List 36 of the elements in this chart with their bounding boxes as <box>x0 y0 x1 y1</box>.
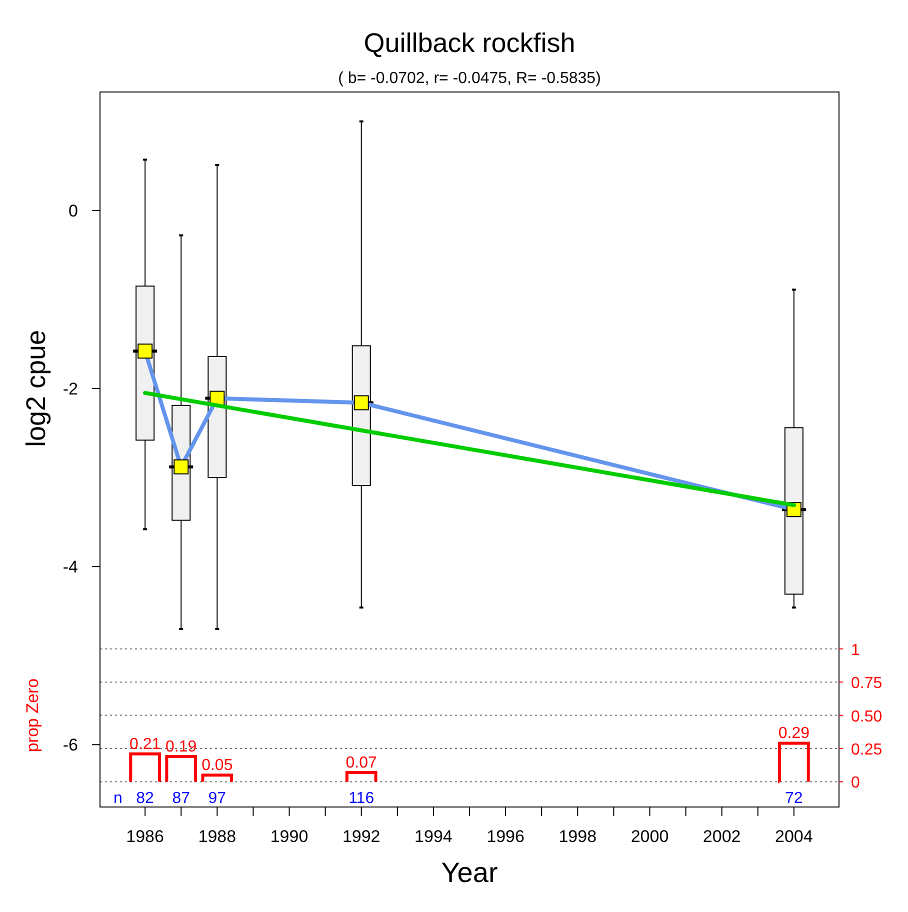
y2-tick-label: 0.50 <box>851 708 882 726</box>
annotation: 72 <box>785 790 803 807</box>
x-axis-title: Year <box>441 857 498 888</box>
x-tick-label: 1998 <box>558 827 597 846</box>
x-tick-label: 1988 <box>198 827 236 846</box>
x-tick-label: 1996 <box>486 827 524 846</box>
data-label: 0.19 <box>166 738 197 756</box>
y2-tick-label: 0 <box>851 774 860 792</box>
x-tick-label: 1992 <box>342 827 380 846</box>
y2-tick-label: 0.75 <box>851 675 882 692</box>
data-label: 0.21 <box>129 736 161 753</box>
chart-subtitle: ( b= -0.0702, r= -0.0475, R= -0.5835) <box>338 70 601 87</box>
text: prop Zero <box>23 678 42 752</box>
x-tick-label: 1990 <box>270 827 308 846</box>
annotation: 97 <box>208 790 226 807</box>
y-tick-label: -4 <box>62 558 78 577</box>
x-tick-label: 2002 <box>702 827 741 846</box>
y2-tick-label: 1 <box>851 642 860 659</box>
x-tick-label: 2000 <box>630 827 669 846</box>
bar <box>201 774 234 784</box>
data-label: 0.05 <box>202 757 233 774</box>
y-tick-label: -6 <box>62 736 78 755</box>
annotation: 87 <box>172 790 190 807</box>
x-tick-label: 1986 <box>126 827 164 846</box>
x-tick-label: 1994 <box>414 827 452 846</box>
y-tick-label: -2 <box>62 380 78 399</box>
y-axis-title: log2 cpue <box>21 330 51 448</box>
x-tick-label: 2004 <box>775 827 813 846</box>
y-tick-label: 0 <box>68 201 78 220</box>
annotation: 116 <box>348 790 374 807</box>
chart-title: Quillback rockfish <box>364 28 576 58</box>
annotation: n <box>114 790 122 807</box>
y2-tick-label: 0.25 <box>851 742 882 759</box>
data-label: 0.07 <box>346 754 378 772</box>
annotation: 82 <box>136 790 154 807</box>
data-label: 0.29 <box>778 725 810 742</box>
